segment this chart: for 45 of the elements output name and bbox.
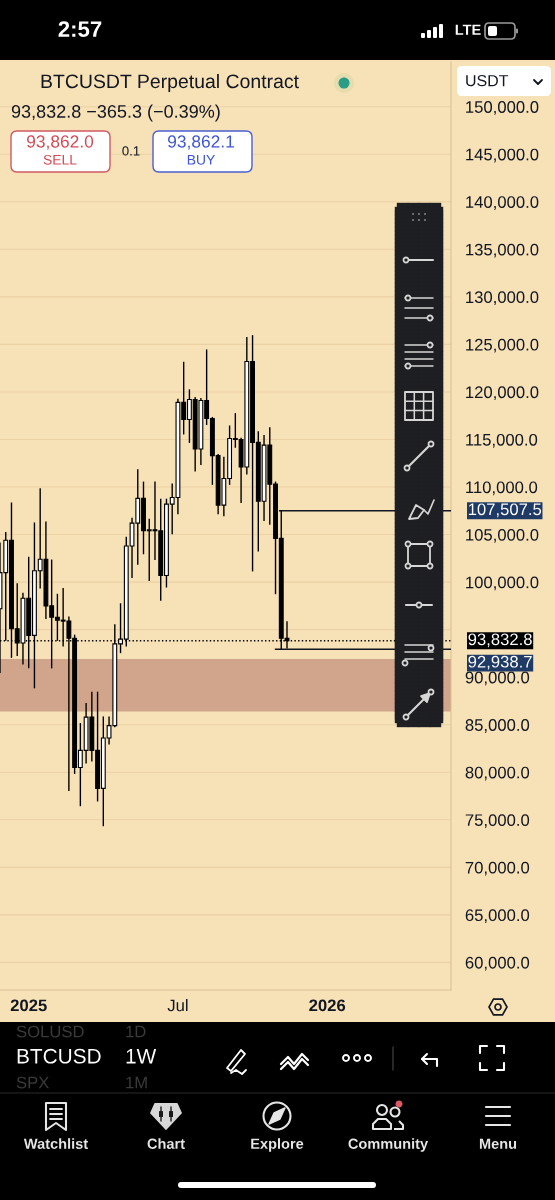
text: 2:57 bbox=[58, 21, 102, 37]
y-tick-label: 130,000.0 bbox=[466, 291, 539, 306]
text: Explore bbox=[251, 1138, 304, 1152]
text: Watchlist bbox=[23, 1138, 88, 1149]
y-tick-label: 70,000.0 bbox=[465, 861, 530, 876]
y-tick-label: 110,000.0 bbox=[466, 481, 538, 496]
annotation: BUY bbox=[187, 155, 215, 165]
y-tick-label: 65,000.0 bbox=[465, 909, 530, 924]
y-tick-label: 100,000.0 bbox=[466, 576, 539, 591]
x-tick-label: Jul bbox=[167, 999, 188, 1012]
text: 1W bbox=[126, 1049, 157, 1064]
text: BTCUSDT Perpetual Contract bbox=[41, 73, 299, 93]
data-label: 107,507.5 bbox=[468, 503, 542, 518]
text: 1M bbox=[126, 1076, 147, 1089]
text: Chart bbox=[147, 1138, 185, 1149]
annotation: SELL bbox=[43, 154, 77, 165]
y-tick-label: 115,000.0 bbox=[466, 433, 538, 448]
text: BTCUSD bbox=[17, 1048, 101, 1064]
y-tick-label: 85,000.0 bbox=[465, 719, 530, 733]
text: SOLUSD bbox=[16, 1025, 84, 1038]
y-tick-label: 105,000.0 bbox=[466, 528, 539, 543]
text: Menu bbox=[479, 1138, 517, 1149]
y-tick-label: 150,000.0 bbox=[466, 101, 539, 115]
data-label: 92,938.7 bbox=[468, 655, 532, 670]
annotation: 0.1 bbox=[122, 146, 140, 156]
y-tick-label: 90,000.0 bbox=[465, 671, 530, 686]
y-tick-label: 145,000.0 bbox=[466, 148, 539, 163]
y-tick-label: 125,000.0 bbox=[466, 338, 539, 353]
y-tick-label: 140,000.0 bbox=[466, 196, 539, 210]
text: Community bbox=[348, 1138, 429, 1152]
y-tick-label: 80,000.0 bbox=[465, 766, 530, 781]
x-tick-label: 2026 bbox=[309, 999, 346, 1012]
text: LTE bbox=[455, 24, 481, 35]
x-tick-label: 2025 bbox=[10, 999, 47, 1012]
annotation: 93,862.1 bbox=[168, 135, 234, 150]
y-tick-label: 60,000.0 bbox=[465, 956, 530, 971]
y-tick-label: 75,000.0 bbox=[465, 814, 530, 828]
annotation: 93,862.0 bbox=[27, 135, 94, 150]
text: 1D bbox=[126, 1025, 146, 1038]
y-tick-label: 120,000.0 bbox=[466, 386, 539, 401]
text: SPX bbox=[16, 1076, 49, 1089]
ref-line-label: 93,832.8 bbox=[468, 633, 532, 648]
text: USDT bbox=[466, 74, 509, 87]
y-tick-label: 135,000.0 bbox=[466, 243, 539, 258]
text: 93,832.8 −365.3 (−0.39%) bbox=[11, 104, 220, 122]
